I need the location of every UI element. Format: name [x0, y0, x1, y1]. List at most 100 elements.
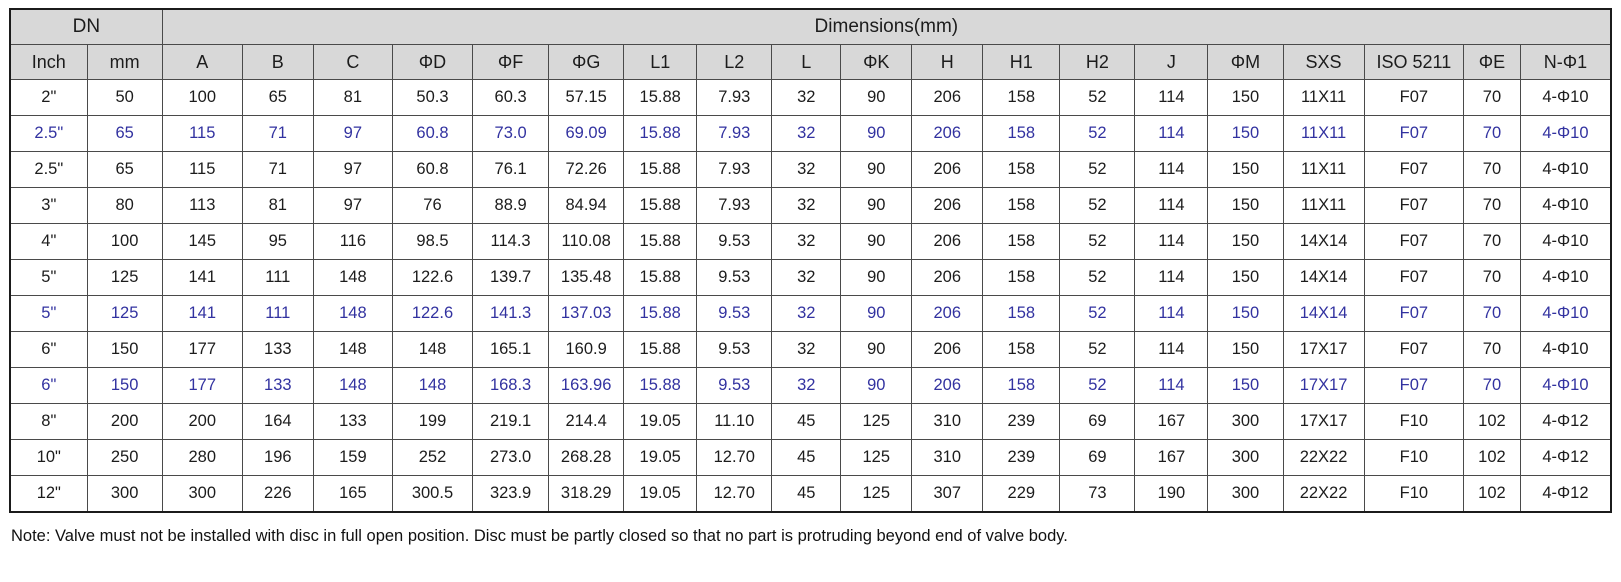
- table-cell: 150: [1207, 223, 1284, 260]
- column-header: N-Φ1: [1519, 44, 1612, 80]
- table-cell: 158: [982, 115, 1061, 152]
- table-cell: 19.05: [623, 475, 698, 513]
- table-cell: 65: [86, 151, 163, 188]
- table-cell: 90: [840, 367, 913, 404]
- table-cell: 310: [911, 403, 984, 440]
- table-cell: 114: [1134, 79, 1209, 116]
- table-cell: 164: [241, 403, 314, 440]
- table-cell: 300: [1207, 475, 1284, 513]
- table-cell: 15.88: [623, 187, 698, 224]
- table-cell: 115: [161, 115, 243, 152]
- table-cell: 2": [9, 79, 88, 116]
- table-cell: 81: [241, 187, 314, 224]
- table-cell: 12": [9, 475, 88, 513]
- table-cell: 148: [391, 331, 474, 368]
- table-cell: 22X22: [1282, 439, 1365, 476]
- column-header: mm: [86, 44, 163, 80]
- table-cell: 4-Φ10: [1519, 367, 1612, 404]
- table-cell: 76: [391, 187, 474, 224]
- table-cell: 12.70: [696, 475, 773, 513]
- table-cell: 70: [1463, 223, 1521, 260]
- table-cell: 214.4: [548, 403, 625, 440]
- table-cell: 163.96: [548, 367, 625, 404]
- table-cell: 300: [161, 475, 243, 513]
- table-cell: 200: [86, 403, 163, 440]
- table-cell: 7.93: [696, 115, 773, 152]
- table-cell: 141.3: [472, 295, 550, 332]
- table-cell: 111: [241, 259, 314, 296]
- table-cell: 19.05: [623, 439, 698, 476]
- table-cell: 90: [840, 259, 913, 296]
- table-cell: 125: [840, 439, 913, 476]
- table-row: 6" 150 177 133 148 148 165.1 160.9 15.88 9.53 32 90…: [9, 331, 1612, 368]
- table-cell: 150: [86, 331, 163, 368]
- table-cell: 300: [1207, 403, 1284, 440]
- table-cell: 52: [1059, 187, 1136, 224]
- table-cell: 97: [312, 187, 393, 224]
- table-cell: 9.53: [696, 259, 773, 296]
- column-header: ISO 5211: [1363, 44, 1465, 80]
- table-cell: 98.5: [391, 223, 474, 260]
- table-cell: 150: [1207, 331, 1284, 368]
- table-cell: 11X11: [1282, 115, 1365, 152]
- table-cell: 32: [771, 259, 842, 296]
- table-header: DN Dimensions(mm) Inch mm A B C ΦD ΦF ΦG L1 L2 L ΦK…: [9, 8, 1612, 80]
- table-cell: 114.3: [472, 223, 550, 260]
- table-cell: 158: [982, 187, 1061, 224]
- table-cell: 22X22: [1282, 475, 1365, 513]
- table-cell: 95: [241, 223, 314, 260]
- table-cell: 252: [391, 439, 474, 476]
- table-cell: 114: [1134, 331, 1209, 368]
- column-header: ΦE: [1463, 44, 1521, 80]
- table-cell: F10: [1363, 403, 1465, 440]
- table-row: 6" 150 177 133 148 148 168.3 163.96 15.88 9.53 32 9…: [9, 367, 1612, 404]
- table-cell: 32: [771, 151, 842, 188]
- table-cell: 158: [982, 367, 1061, 404]
- table-cell: 100: [161, 79, 243, 116]
- table-cell: 239: [982, 403, 1061, 440]
- column-header-row: Inch mm A B C ΦD ΦF ΦG L1 L2 L ΦK H H1 H2 J ΦM SXS ISO 521…: [9, 44, 1612, 80]
- table-cell: 72.26: [548, 151, 625, 188]
- table-cell: 45: [771, 439, 842, 476]
- table-cell: 133: [241, 367, 314, 404]
- table-cell: 70: [1463, 295, 1521, 332]
- dimensions-group-header: Dimensions(mm): [161, 8, 1612, 45]
- column-header: A: [161, 44, 243, 80]
- table-cell: 141: [161, 295, 243, 332]
- table-cell: 70: [1463, 367, 1521, 404]
- table-cell: 9.53: [696, 223, 773, 260]
- table-cell: 4-Φ10: [1519, 223, 1612, 260]
- table-cell: 177: [161, 331, 243, 368]
- table-cell: 125: [86, 259, 163, 296]
- table-row: 2.5" 65 115 71 97 60.8 73.0 69.09 15.88 7.93 32 90 2…: [9, 115, 1612, 152]
- table-cell: 65: [241, 79, 314, 116]
- table-cell: 9.53: [696, 295, 773, 332]
- table-cell: 2.5": [9, 115, 88, 152]
- table-cell: 160.9: [548, 331, 625, 368]
- table-cell: 4-Φ10: [1519, 259, 1612, 296]
- table-cell: 141: [161, 259, 243, 296]
- table-cell: 90: [840, 79, 913, 116]
- table-cell: 15.88: [623, 331, 698, 368]
- table-cell: 88.9: [472, 187, 550, 224]
- table-cell: 206: [911, 295, 984, 332]
- table-cell: 206: [911, 223, 984, 260]
- table-cell: F07: [1363, 367, 1465, 404]
- table-cell: 135.48: [548, 259, 625, 296]
- table-cell: 60.8: [391, 115, 474, 152]
- table-cell: 15.88: [623, 295, 698, 332]
- table-row: 2.5" 65 115 71 97 60.8 76.1 72.26 15.88 7.93 32 90 2…: [9, 151, 1612, 188]
- table-cell: 4-Φ10: [1519, 187, 1612, 224]
- column-header: J: [1134, 44, 1209, 80]
- table-cell: 81: [312, 79, 393, 116]
- table-cell: 122.6: [391, 295, 474, 332]
- table-row: 5" 125 141 111 148 122.6 139.7 135.48 15.88 9.53 3…: [9, 259, 1612, 296]
- table-cell: 158: [982, 331, 1061, 368]
- table-cell: 10": [9, 439, 88, 476]
- table-cell: 70: [1463, 331, 1521, 368]
- table-cell: 150: [1207, 79, 1284, 116]
- table-cell: 2.5": [9, 151, 88, 188]
- table-cell: 165.1: [472, 331, 550, 368]
- column-header: H: [911, 44, 984, 80]
- table-cell: 17X17: [1282, 331, 1365, 368]
